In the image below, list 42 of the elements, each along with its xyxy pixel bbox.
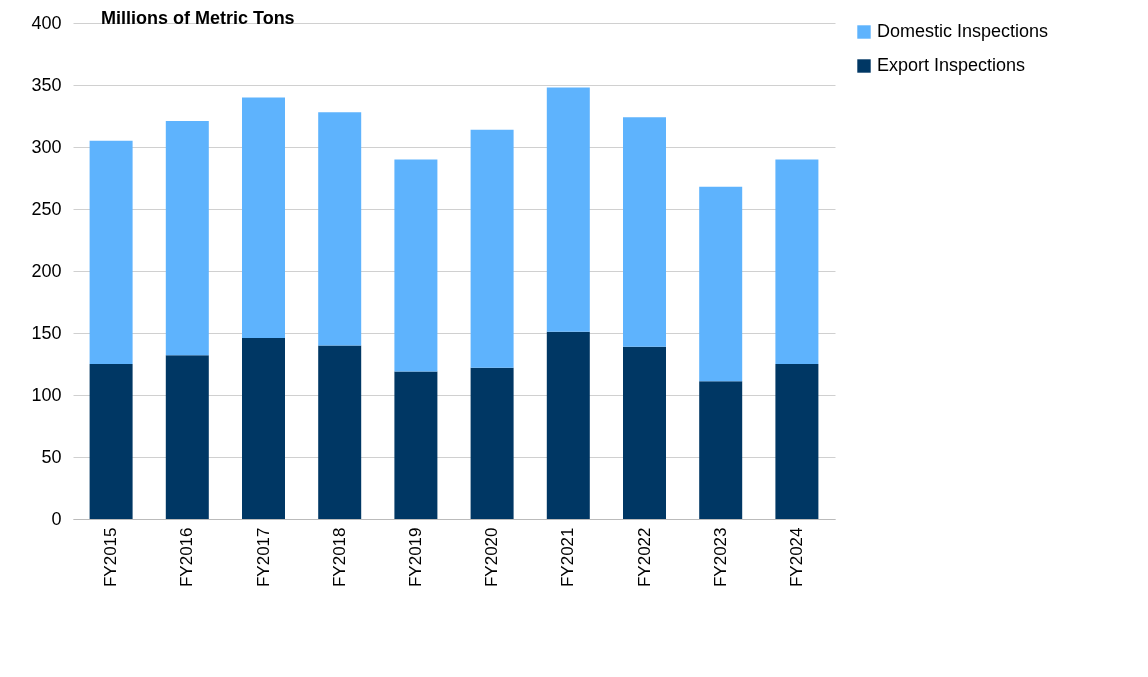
x-tick-label: FY2015 — [101, 527, 121, 588]
x-tick-label: FY2023 — [710, 527, 730, 588]
bar — [89, 364, 133, 519]
legend-label: Export Inspections — [877, 55, 1026, 75]
x-tick-label: FY2020 — [482, 527, 502, 588]
x-tick-label: FY2019 — [405, 527, 425, 588]
y-tick-label: 0 — [51, 508, 62, 529]
legend-label: Domestic Inspections — [877, 21, 1049, 41]
bar — [165, 355, 209, 519]
bar — [89, 140, 133, 364]
x-tick-label: FY2024 — [786, 527, 806, 588]
bar — [623, 117, 666, 347]
x-tick-label: FY2016 — [177, 527, 197, 588]
bar — [775, 364, 819, 519]
y-tick-label: 300 — [31, 136, 62, 157]
bar — [318, 345, 362, 519]
bar — [242, 337, 285, 519]
y-tick-label: 200 — [31, 260, 62, 281]
x-tick-label: FY2021 — [558, 527, 578, 588]
y-tick-label: 50 — [41, 446, 62, 467]
y-tick-label: 400 — [31, 12, 62, 33]
chart-title: Millions of Metric Tons — [100, 8, 295, 28]
bar — [546, 331, 590, 519]
bar — [470, 129, 514, 368]
x-tick-label: FY2017 — [253, 527, 273, 588]
bar — [699, 381, 743, 519]
y-tick-label: 150 — [31, 322, 62, 343]
bar — [394, 159, 438, 372]
x-tick-label: FY2022 — [634, 527, 654, 588]
y-tick-label: 250 — [31, 198, 62, 219]
bar — [775, 159, 819, 364]
bar — [165, 120, 209, 356]
bar — [394, 371, 438, 519]
bar — [623, 346, 666, 519]
bar — [470, 367, 514, 519]
y-tick-label: 100 — [31, 384, 62, 405]
bar — [699, 186, 743, 382]
bar — [546, 87, 590, 332]
bar — [318, 112, 362, 346]
x-tick-label: FY2018 — [329, 527, 349, 588]
bar — [242, 97, 285, 338]
y-tick-label: 350 — [31, 74, 62, 95]
